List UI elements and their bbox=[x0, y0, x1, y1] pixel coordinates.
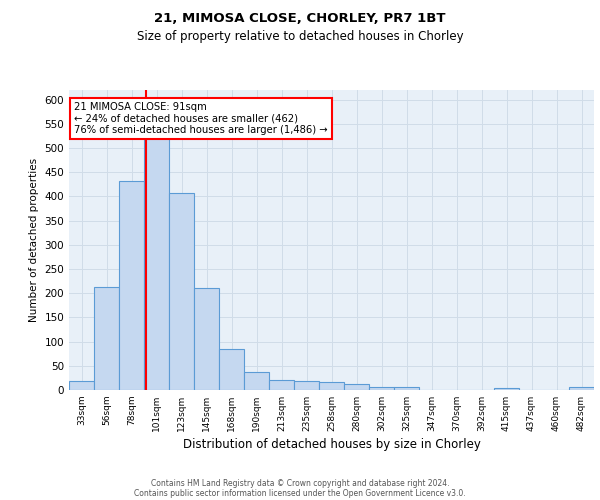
Bar bbox=[394, 387, 419, 390]
Bar bbox=[194, 288, 219, 390]
X-axis label: Distribution of detached houses by size in Chorley: Distribution of detached houses by size … bbox=[182, 438, 481, 451]
Bar bbox=[569, 387, 594, 390]
Bar bbox=[169, 192, 194, 390]
Text: Contains HM Land Registry data © Crown copyright and database right 2024.: Contains HM Land Registry data © Crown c… bbox=[151, 478, 449, 488]
Text: Size of property relative to detached houses in Chorley: Size of property relative to detached ho… bbox=[137, 30, 463, 43]
Text: 21, MIMOSA CLOSE, CHORLEY, PR7 1BT: 21, MIMOSA CLOSE, CHORLEY, PR7 1BT bbox=[154, 12, 446, 26]
Bar bbox=[219, 349, 244, 390]
Bar bbox=[269, 380, 294, 390]
Bar bbox=[369, 387, 394, 390]
Text: 21 MIMOSA CLOSE: 91sqm
← 24% of detached houses are smaller (462)
76% of semi-de: 21 MIMOSA CLOSE: 91sqm ← 24% of detached… bbox=[74, 102, 328, 136]
Bar bbox=[144, 134, 169, 390]
Bar bbox=[94, 288, 119, 390]
Bar bbox=[244, 372, 269, 390]
Bar bbox=[119, 181, 144, 390]
Text: Contains public sector information licensed under the Open Government Licence v3: Contains public sector information licen… bbox=[134, 488, 466, 498]
Bar bbox=[344, 384, 369, 390]
Bar bbox=[294, 381, 319, 390]
Y-axis label: Number of detached properties: Number of detached properties bbox=[29, 158, 39, 322]
Bar bbox=[494, 388, 519, 390]
Bar bbox=[69, 382, 94, 390]
Bar bbox=[319, 382, 344, 390]
